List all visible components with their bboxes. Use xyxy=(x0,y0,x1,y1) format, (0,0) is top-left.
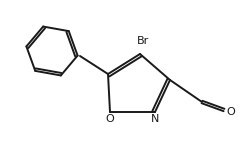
Text: O: O xyxy=(227,107,235,117)
Text: N: N xyxy=(151,114,159,124)
Text: Br: Br xyxy=(137,36,149,46)
Text: O: O xyxy=(106,114,114,124)
